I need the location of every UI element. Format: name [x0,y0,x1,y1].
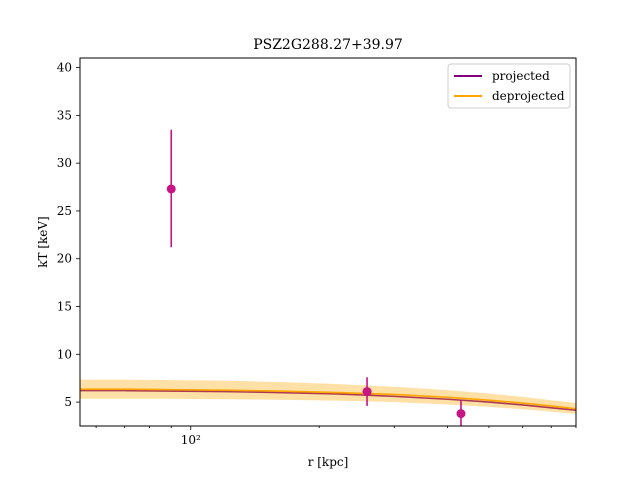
data-point-1 [362,387,372,397]
y-tick-label-30: 30 [57,156,72,170]
y-tick-label-25: 25 [57,204,72,218]
chart-title: PSZ2G288.27+39.97 [253,37,403,53]
y-tick-label-35: 35 [57,108,72,122]
data-point-0 [166,184,176,194]
x-tick-label-100: 10² [181,433,201,447]
axis-ticks: 5 10 15 20 25 30 35 40 10² [57,61,577,447]
y-tick-label-15: 15 [57,300,72,314]
data-point-2 [456,409,466,419]
plot-area [80,129,576,426]
y-tick-label-10: 10 [57,347,72,361]
y-tick-label-20: 20 [57,252,72,266]
plot-frame [79,57,577,427]
y-tick-label-5: 5 [64,395,72,409]
x-axis-label: r [kpc] [308,455,349,469]
legend-label-deprojected: deprojected [492,89,565,103]
y-tick-label-40: 40 [57,61,72,75]
series-band-deprojected [80,379,576,415]
legend: projected deprojected [447,63,571,109]
y-axis-label: kT [keV] [36,216,50,268]
legend-label-projected: projected [492,69,550,83]
plot-content [80,129,576,426]
